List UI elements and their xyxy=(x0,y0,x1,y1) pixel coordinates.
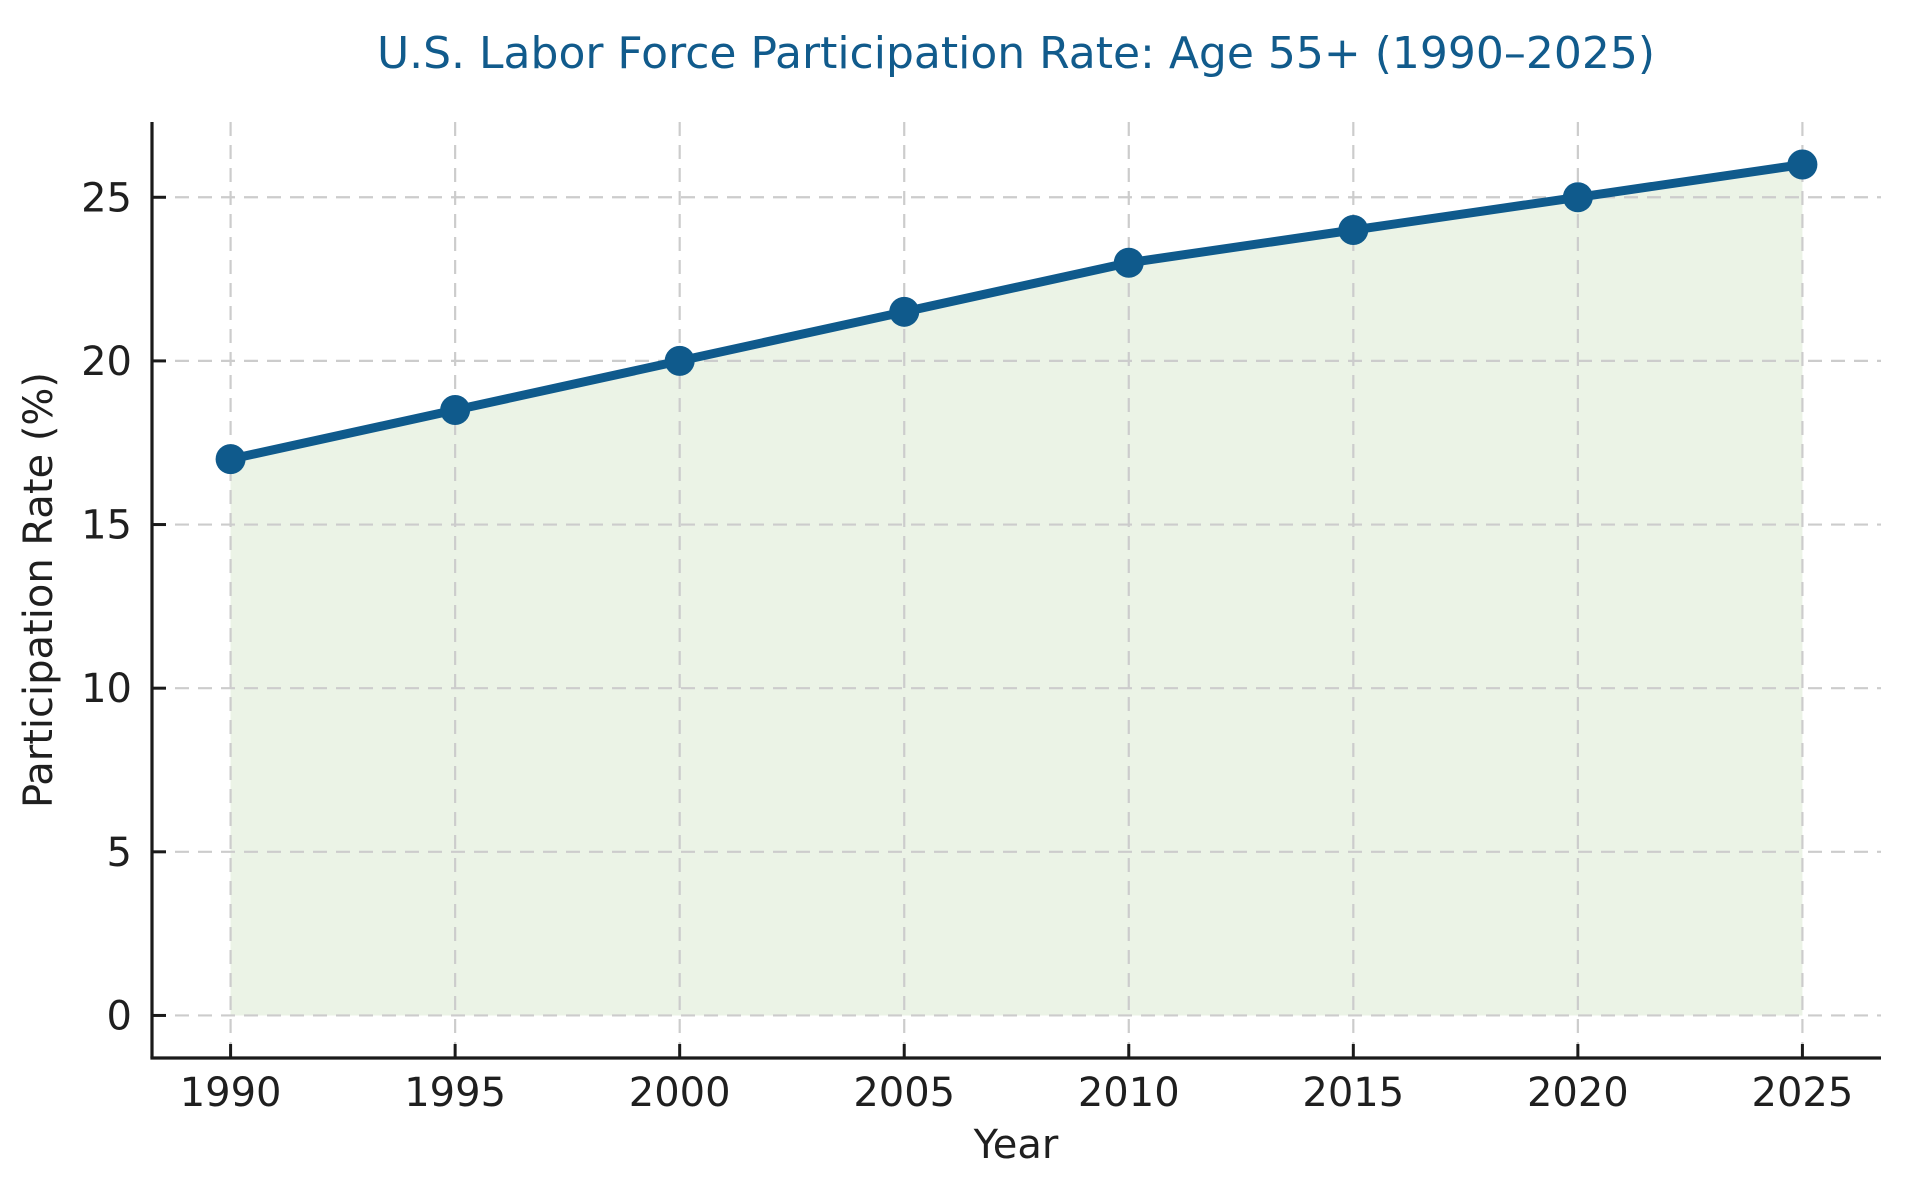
area-fill-layer xyxy=(230,164,1803,1016)
data-point xyxy=(1338,215,1369,245)
x-tick-label: 2020 xyxy=(1527,1070,1629,1116)
data-point xyxy=(1113,247,1144,278)
y-tick-label: 15 xyxy=(81,503,132,549)
x-tick-label: 2005 xyxy=(853,1070,955,1116)
data-point xyxy=(215,444,246,475)
x-tick-label: 2010 xyxy=(1078,1070,1180,1116)
x-axis-label: Year xyxy=(973,1122,1059,1168)
x-tick-label: 2015 xyxy=(1302,1070,1404,1116)
x-tick-label: 1990 xyxy=(180,1070,282,1116)
chart-title: U.S. Labor Force Participation Rate: Age… xyxy=(377,28,1655,79)
x-tick-label: 1995 xyxy=(404,1070,506,1116)
data-point xyxy=(664,345,695,376)
tick-label-layer: 1990 1995 2000 2005 2010 2015 2020 202505101520… xyxy=(81,175,1853,1116)
y-tick-label: 5 xyxy=(107,830,132,876)
area-fill xyxy=(230,164,1803,1016)
data-point xyxy=(1787,149,1818,180)
x-tick-label: 2025 xyxy=(1752,1070,1854,1116)
series-line xyxy=(226,160,1807,464)
y-tick-label: 20 xyxy=(81,339,132,385)
y-tick-label: 10 xyxy=(81,666,132,712)
y-tick-label: 25 xyxy=(81,175,132,221)
series-layer xyxy=(215,149,1818,475)
data-point xyxy=(440,395,471,425)
y-tick-label: 0 xyxy=(107,993,132,1039)
gridline-layer xyxy=(152,122,1881,1058)
data-point xyxy=(1562,182,1593,213)
axes-layer xyxy=(150,122,1881,1060)
data-point xyxy=(889,296,920,327)
y-axis-label: Participation Rate (%) xyxy=(16,372,62,808)
x-tick-label: 2000 xyxy=(629,1070,731,1116)
